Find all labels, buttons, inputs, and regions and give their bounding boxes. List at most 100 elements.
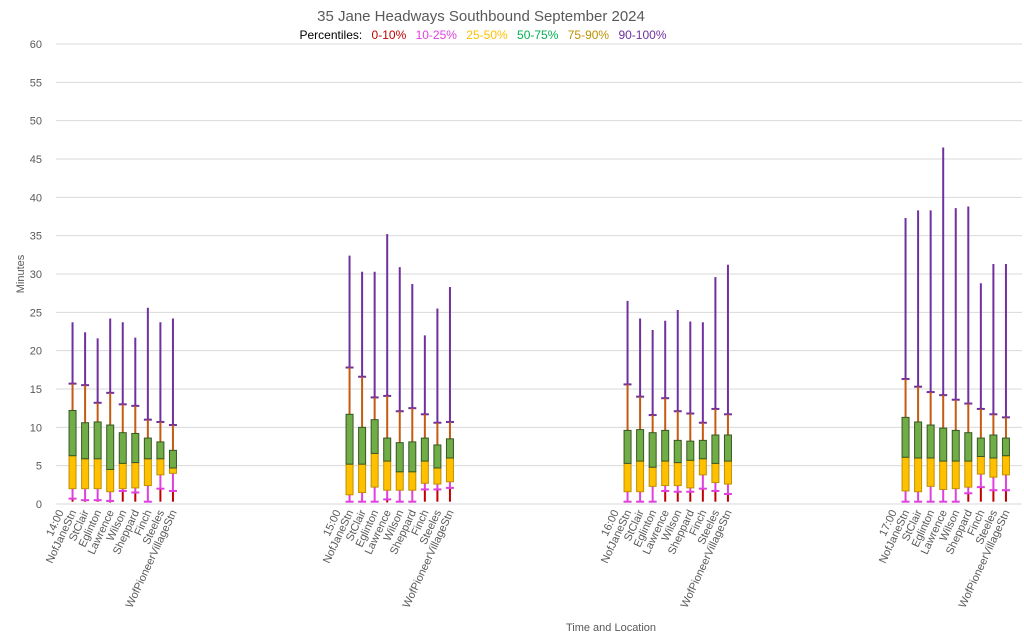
box-25-50: [81, 458, 90, 490]
box-50-75: [131, 432, 140, 464]
box-15:00-Lawrence: [383, 234, 392, 503]
box-25-50: [623, 462, 632, 493]
box-14:00-Steeles: [156, 322, 165, 502]
box-17:00-Lawrence: [939, 147, 948, 503]
box-25-50: [989, 457, 998, 478]
box-25-50: [156, 458, 165, 476]
box-50-75: [1001, 437, 1010, 457]
y-tick-label: 0: [36, 499, 42, 511]
box-15:00-WofPioneerVillageStn: [445, 287, 454, 502]
box-50-75: [106, 424, 115, 470]
box-50-75: [156, 441, 165, 460]
box-50-75: [686, 440, 695, 461]
box-50-75: [433, 444, 442, 469]
y-axis-ticks: 0 5 10 15 20 25 30 35 40 45 50 55 60: [30, 39, 42, 511]
y-tick-label: 45: [30, 154, 42, 166]
box-15:00-Wilson: [395, 267, 404, 503]
box-25-50: [723, 460, 732, 485]
box-50-75: [951, 429, 960, 462]
box-17:00-Sheppard: [964, 206, 973, 502]
box-50-75: [901, 416, 910, 458]
box-50-75: [93, 421, 102, 460]
box-15:00-Finch: [420, 335, 429, 502]
box-50-75: [939, 427, 948, 462]
box-15:00-Steeles: [433, 308, 442, 502]
box-25-50: [1001, 455, 1010, 476]
box-25-50: [345, 463, 354, 496]
box-50-75: [168, 449, 177, 469]
box-25-50: [636, 460, 645, 493]
box-50-75: [81, 422, 90, 460]
box-25-50: [698, 458, 707, 476]
box-50-75: [408, 441, 417, 473]
box-50-75: [395, 442, 404, 473]
y-tick-label: 40: [30, 192, 42, 204]
box-25-50: [68, 455, 77, 490]
box-25-50: [118, 462, 127, 490]
box-50-75: [723, 434, 732, 462]
legend-entry-75-90: 75-90%: [568, 28, 610, 42]
box-25-50: [445, 457, 454, 483]
box-50-75: [345, 413, 354, 465]
box-14:00-NofJaneStn: [68, 322, 77, 502]
y-tick-label: 10: [30, 422, 42, 434]
box-50-75: [648, 432, 657, 468]
box-50-75: [673, 439, 682, 464]
legend-entry-50-75: 50-75%: [517, 28, 559, 42]
box-16:00-Wilson: [673, 310, 682, 502]
legend-entry-90-100: 90-100%: [618, 28, 666, 42]
box-25-50: [976, 455, 985, 475]
box-50-75: [420, 437, 429, 462]
y-tick-label: 50: [30, 116, 42, 128]
box-16:00-Steeles: [711, 277, 720, 502]
box-14:00-Sheppard: [131, 337, 140, 502]
box-50-75: [383, 437, 392, 462]
box-50-75: [964, 432, 973, 462]
box-25-50: [433, 467, 442, 485]
y-axis-title: Minutes: [15, 254, 27, 293]
box-25-50: [926, 457, 935, 487]
box-50-75: [661, 429, 670, 462]
box-50-75: [370, 419, 379, 454]
box-50-75: [358, 426, 367, 465]
box-25-50: [358, 463, 367, 493]
box-25-50: [383, 460, 392, 491]
box-14:00-Finch: [143, 307, 152, 503]
box-14:00-Lawrence: [106, 318, 115, 503]
y-tick-label: 60: [30, 39, 42, 51]
box-17:00-Eglinton: [926, 210, 935, 503]
box-25-50: [711, 462, 720, 484]
box-14:00-Eglinton: [93, 338, 102, 502]
y-tick-label: 20: [30, 346, 42, 358]
box-25-50: [168, 467, 177, 474]
box-14:00-Wilson: [118, 322, 127, 502]
box-25-50: [964, 460, 973, 488]
box-16:00-StClair: [636, 318, 645, 503]
box-50-75: [914, 421, 923, 459]
box-17:00-NofJaneStn: [901, 218, 910, 503]
box-16:00-NofJaneStn: [623, 300, 632, 503]
box-50-75: [711, 434, 720, 464]
y-tick-label: 5: [36, 461, 42, 473]
box-50-75: [68, 409, 77, 457]
legend-entry-25-50: 25-50%: [466, 28, 508, 42]
box-25-50: [939, 460, 948, 490]
x-axis-title: Time and Location: [566, 622, 656, 634]
box-25-50: [93, 458, 102, 490]
box-50-75: [989, 434, 998, 459]
box-25-50: [648, 466, 657, 487]
box-25-50: [914, 457, 923, 493]
box-25-50: [661, 460, 670, 487]
box-17:00-WofPioneerVillageStn: [1001, 264, 1010, 502]
box-14:00-WofPioneerVillageStn: [168, 318, 177, 502]
box-25-50: [131, 462, 140, 489]
box-17:00-Finch: [976, 283, 985, 502]
box-50-75: [445, 438, 454, 459]
legend-entry-0-10: 0-10%: [372, 28, 407, 42]
box-50-75: [118, 432, 127, 464]
box-15:00-Eglinton: [370, 271, 379, 503]
box-50-75: [143, 437, 152, 460]
box-16:00-Eglinton: [648, 329, 657, 503]
legend: Percentiles: 0-10% 10-25% 25-50% 50-75% …: [300, 28, 667, 42]
